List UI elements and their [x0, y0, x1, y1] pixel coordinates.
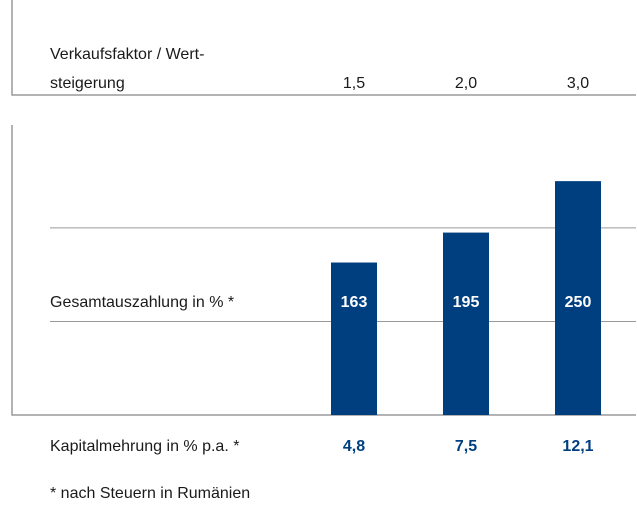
bar: [331, 262, 377, 415]
footnote: * nach Steuern in Rumänien: [50, 485, 250, 502]
x-category: 2,0: [455, 75, 477, 92]
x-category: 1,5: [343, 75, 365, 92]
data-label: 250: [565, 294, 592, 311]
x-category: 3,0: [567, 75, 589, 92]
data-label: 163: [341, 294, 368, 311]
category-label: Verkaufsfaktor / Wert-: [50, 46, 204, 63]
top-frame: [11, 0, 636, 96]
bar: [443, 232, 489, 415]
category-label: steigerung: [50, 75, 125, 92]
bar: [555, 181, 601, 415]
row-value: 7,5: [455, 438, 477, 455]
series-label: Gesamtauszahlung in % *: [50, 294, 234, 311]
chart-frame: [11, 125, 636, 416]
row-value: 12,1: [562, 438, 593, 455]
row-label: Kapitalmehrung in % p.a. *: [50, 438, 239, 455]
row-value: 4,8: [343, 438, 365, 455]
data-label: 195: [453, 294, 480, 311]
